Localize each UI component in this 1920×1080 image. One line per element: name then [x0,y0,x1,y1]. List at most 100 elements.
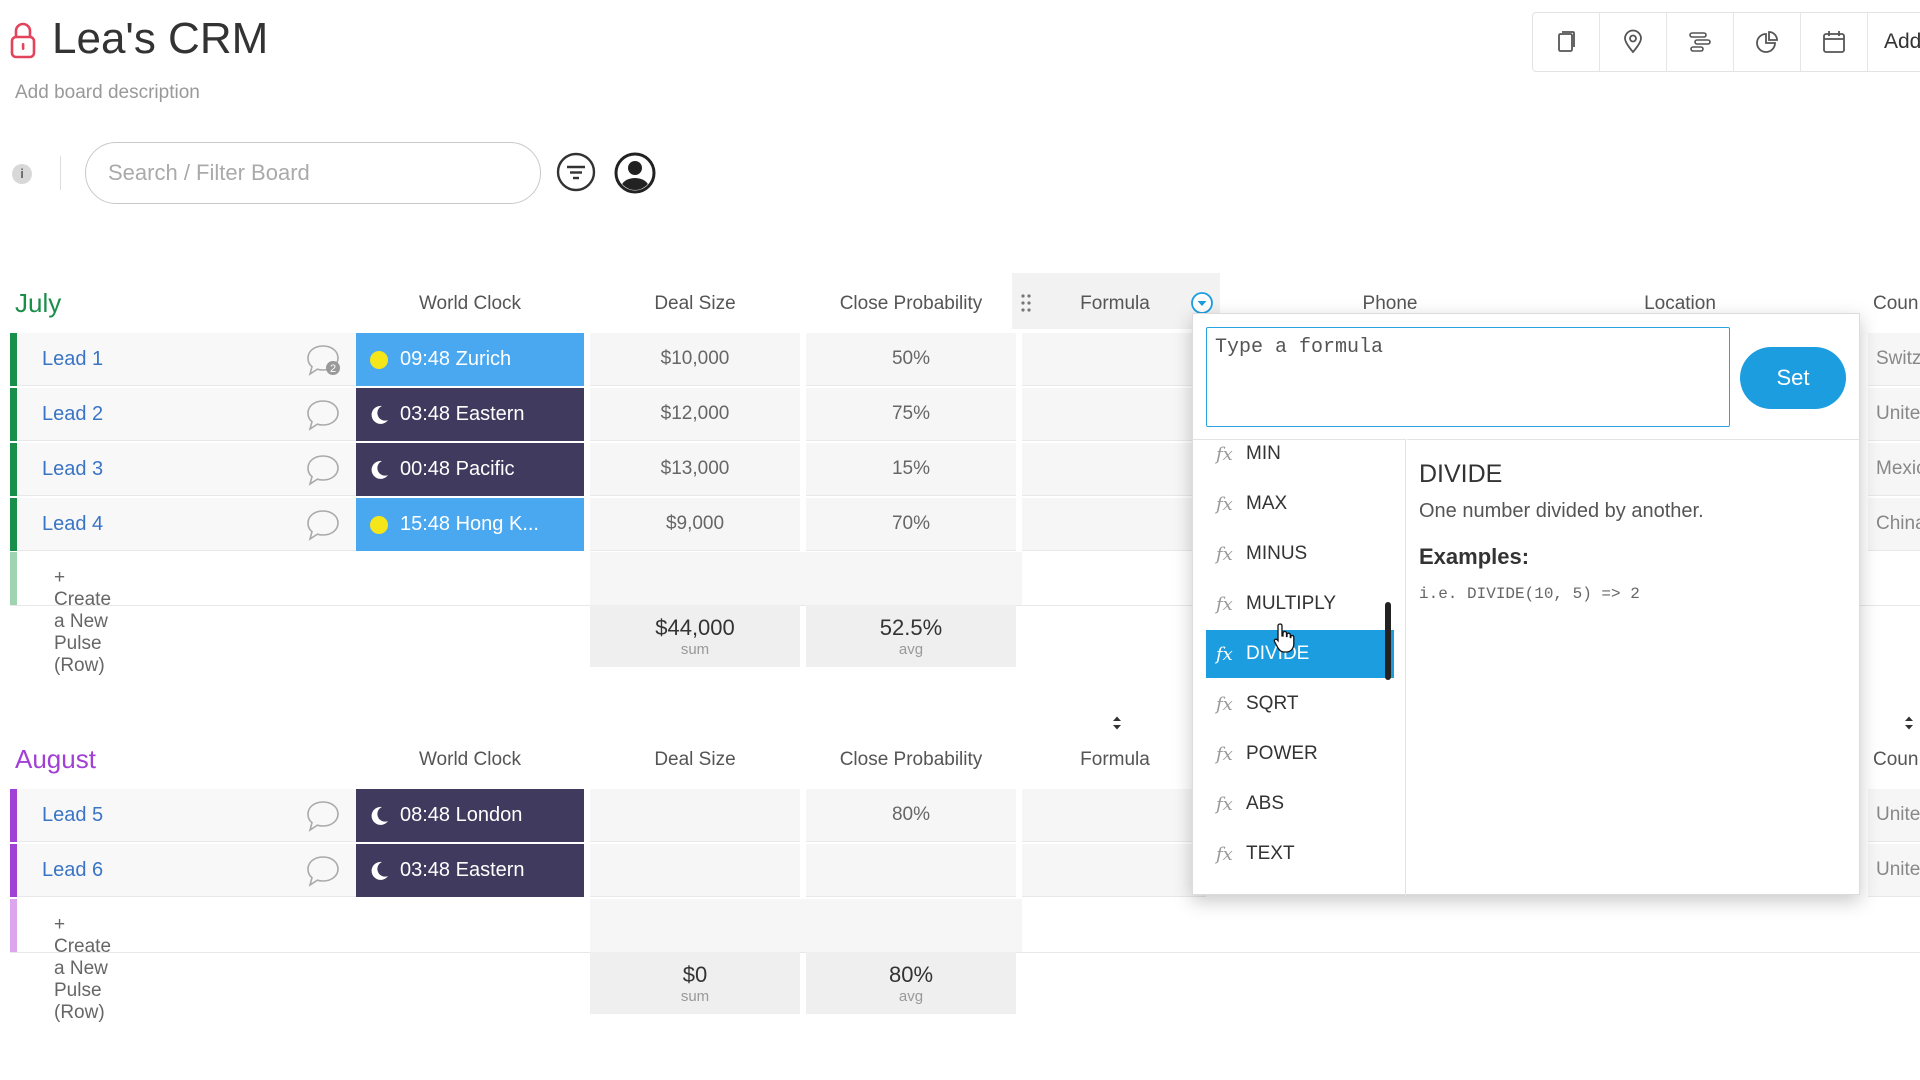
column-menu-chevron-icon[interactable] [1191,292,1213,314]
moon-icon [371,405,388,424]
country-cell[interactable]: Switz [1868,333,1920,386]
column-header-world-clock[interactable]: World Clock [418,293,522,314]
moon-icon [371,460,388,479]
sort-icon[interactable] [1898,712,1920,734]
close-probability-cell[interactable] [806,844,1016,897]
group-color-bar [10,899,17,952]
summary-label: avg [898,988,924,1005]
close-probability-summary: 80% avg [806,952,1016,1014]
deal-size-cell[interactable] [590,844,800,897]
clock-value: 03:48 Eastern [400,859,525,881]
column-header-deal-size[interactable]: Deal Size [654,293,736,314]
create-pulse-button[interactable]: + Create a New Pulse (Row) [54,914,112,1023]
scrollbar[interactable] [1385,602,1391,680]
drag-handle-icon[interactable] [1020,293,1032,313]
divider [60,156,61,190]
column-header-phone[interactable]: Phone [1362,293,1418,314]
formula-cell[interactable] [1022,498,1206,551]
comment-bubble-icon[interactable] [304,398,342,432]
column-header-deal-size[interactable]: Deal Size [654,749,736,770]
calendar-icon[interactable] [1801,13,1868,71]
deal-size-cell[interactable]: $9,000 [590,498,800,551]
formula-cell[interactable] [1022,844,1206,897]
set-button[interactable]: Set [1740,347,1846,409]
function-item-multiply[interactable]: fx MULTIPLY [1216,593,1337,615]
function-item-sqrt[interactable]: fx SQRT [1216,693,1299,715]
group-title-july[interactable]: July [15,288,62,318]
comment-bubble-icon[interactable] [304,453,342,487]
country-cell[interactable]: China [1868,498,1920,551]
column-header-formula[interactable]: Formula [1080,293,1150,314]
world-clock-cell[interactable]: 15:48 Hong K... [356,498,584,551]
formula-cell[interactable] [1022,388,1206,441]
column-header-country[interactable]: Coun [1873,749,1919,770]
column-header-close-probability[interactable]: Close Probability [839,749,983,770]
formula-cell[interactable] [1022,789,1206,842]
function-item-min[interactable]: fx MIN [1216,443,1281,465]
create-pulse-button[interactable]: + Create a New Pulse (Row) [54,567,112,676]
comment-bubble-icon[interactable] [304,508,342,542]
row-name[interactable]: Lead 3 [42,458,104,480]
deal-size-cell[interactable]: $10,000 [590,333,800,386]
add-view-button[interactable]: Add [1884,30,1920,53]
hand-cursor-icon [1273,623,1295,653]
comment-bubble-icon[interactable]: 2 [304,343,342,377]
group-title-august[interactable]: August [15,744,96,774]
column-header-world-clock[interactable]: World Clock [418,749,522,770]
pie-chart-icon[interactable] [1734,13,1801,71]
deal-size-cell[interactable]: $13,000 [590,443,800,496]
formula-input[interactable] [1206,327,1730,427]
function-item-text[interactable]: fx TEXT [1216,843,1295,865]
column-header-country[interactable]: Coun [1873,293,1919,314]
column-header-close-probability[interactable]: Close Probability [839,293,983,314]
country-cell[interactable]: Unitec [1868,789,1920,842]
clock-value: 09:48 Zurich [400,348,512,370]
fx-icon: fx [1216,693,1233,715]
close-probability-cell[interactable]: 50% [806,333,1016,386]
function-item-minus[interactable]: fx MINUS [1216,543,1308,565]
column-header-location[interactable]: Location [1644,293,1716,314]
formula-cell[interactable] [1022,333,1206,386]
function-item-abs[interactable]: fx ABS [1216,793,1285,815]
column-header-formula[interactable]: Formula [1080,749,1150,770]
row-name[interactable]: Lead 1 [42,348,104,370]
timeline-icon[interactable] [1667,13,1734,71]
comment-bubble-icon[interactable] [304,799,342,833]
function-detail-description: One number divided by another. [1419,500,1704,522]
row-name[interactable]: Lead 5 [42,804,104,826]
country-cell[interactable]: Mexic [1868,443,1920,496]
world-clock-cell[interactable]: 08:48 London [356,789,584,842]
comment-bubble-icon[interactable] [304,854,342,888]
info-icon[interactable]: i [12,164,32,184]
close-probability-cell[interactable]: 70% [806,498,1016,551]
sort-icon[interactable] [1106,712,1128,734]
board-title[interactable]: Lea's CRM [52,14,269,63]
function-item-power[interactable]: fx POWER [1216,743,1318,765]
formula-cell[interactable] [1022,443,1206,496]
close-probability-cell[interactable]: 80% [806,789,1016,842]
world-clock-cell[interactable]: 03:48 Eastern [356,388,584,441]
close-probability-cell[interactable]: 75% [806,388,1016,441]
fx-icon: fx [1216,443,1233,465]
location-pin-icon[interactable] [1600,13,1667,71]
moon-icon [371,861,388,880]
world-clock-cell[interactable]: 03:48 Eastern [356,844,584,897]
function-item-divide[interactable]: fx DIVIDE [1206,630,1394,678]
row-name[interactable]: Lead 2 [42,403,104,425]
row-name[interactable]: Lead 4 [42,513,104,535]
board-description[interactable]: Add board description [15,82,200,103]
deal-size-cell[interactable]: $12,000 [590,388,800,441]
page-icon[interactable] [1533,13,1600,71]
country-cell[interactable]: Unitec [1868,844,1920,897]
person-filter-icon[interactable] [614,152,656,194]
group-color-bar [10,552,17,605]
country-cell[interactable]: Unitec [1868,388,1920,441]
filter-icon[interactable] [556,152,596,192]
row-name[interactable]: Lead 6 [42,859,104,881]
search-input[interactable] [85,142,541,204]
function-item-max[interactable]: fx MAX [1216,493,1288,515]
world-clock-cell[interactable]: 00:48 Pacific [356,443,584,496]
deal-size-cell[interactable] [590,789,800,842]
world-clock-cell[interactable]: 09:48 Zurich [356,333,584,386]
close-probability-cell[interactable]: 15% [806,443,1016,496]
